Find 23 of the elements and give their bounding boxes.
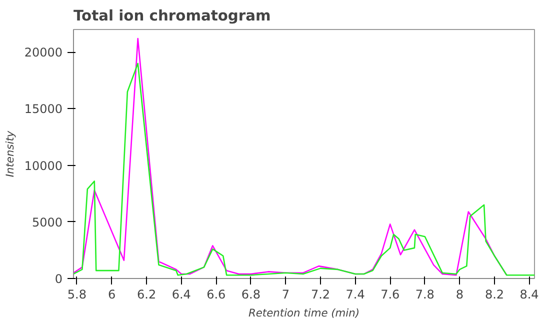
y-tick-label: 20000 — [24, 46, 63, 60]
x-tick-label: 7.8 — [415, 288, 434, 302]
x-tick-label: 8.4 — [520, 288, 539, 302]
x-tick-label: 7.4 — [346, 288, 365, 302]
chart-title: Total ion chromatogram — [74, 8, 271, 24]
x-tick-label: 5.8 — [67, 288, 87, 302]
line-series — [74, 62, 534, 276]
y-tick-label: 5000 — [32, 215, 63, 230]
x-tick-label: 7 — [282, 288, 290, 302]
y-tick-label: 15000 — [24, 102, 63, 116]
x-tick-label: 8.2 — [484, 288, 504, 302]
x-tick-label: 6.8 — [241, 288, 260, 302]
x-tick-label: 6.6 — [206, 288, 226, 302]
x-tick-label: 6.2 — [137, 288, 156, 302]
x-tick-label: 6.4 — [172, 288, 191, 302]
x-tick-label: 7.2 — [310, 288, 330, 302]
x-tick-label: 8 — [456, 288, 464, 302]
y-tick-label: 10000 — [24, 158, 63, 173]
x-tick-label: 6 — [108, 288, 116, 302]
x-axis-title: Retention time (min) — [248, 306, 360, 320]
y-tick-label: 0 — [54, 272, 63, 286]
y-axis-title: Intensity — [3, 130, 16, 178]
x-tick-label: 7.6 — [380, 288, 400, 302]
